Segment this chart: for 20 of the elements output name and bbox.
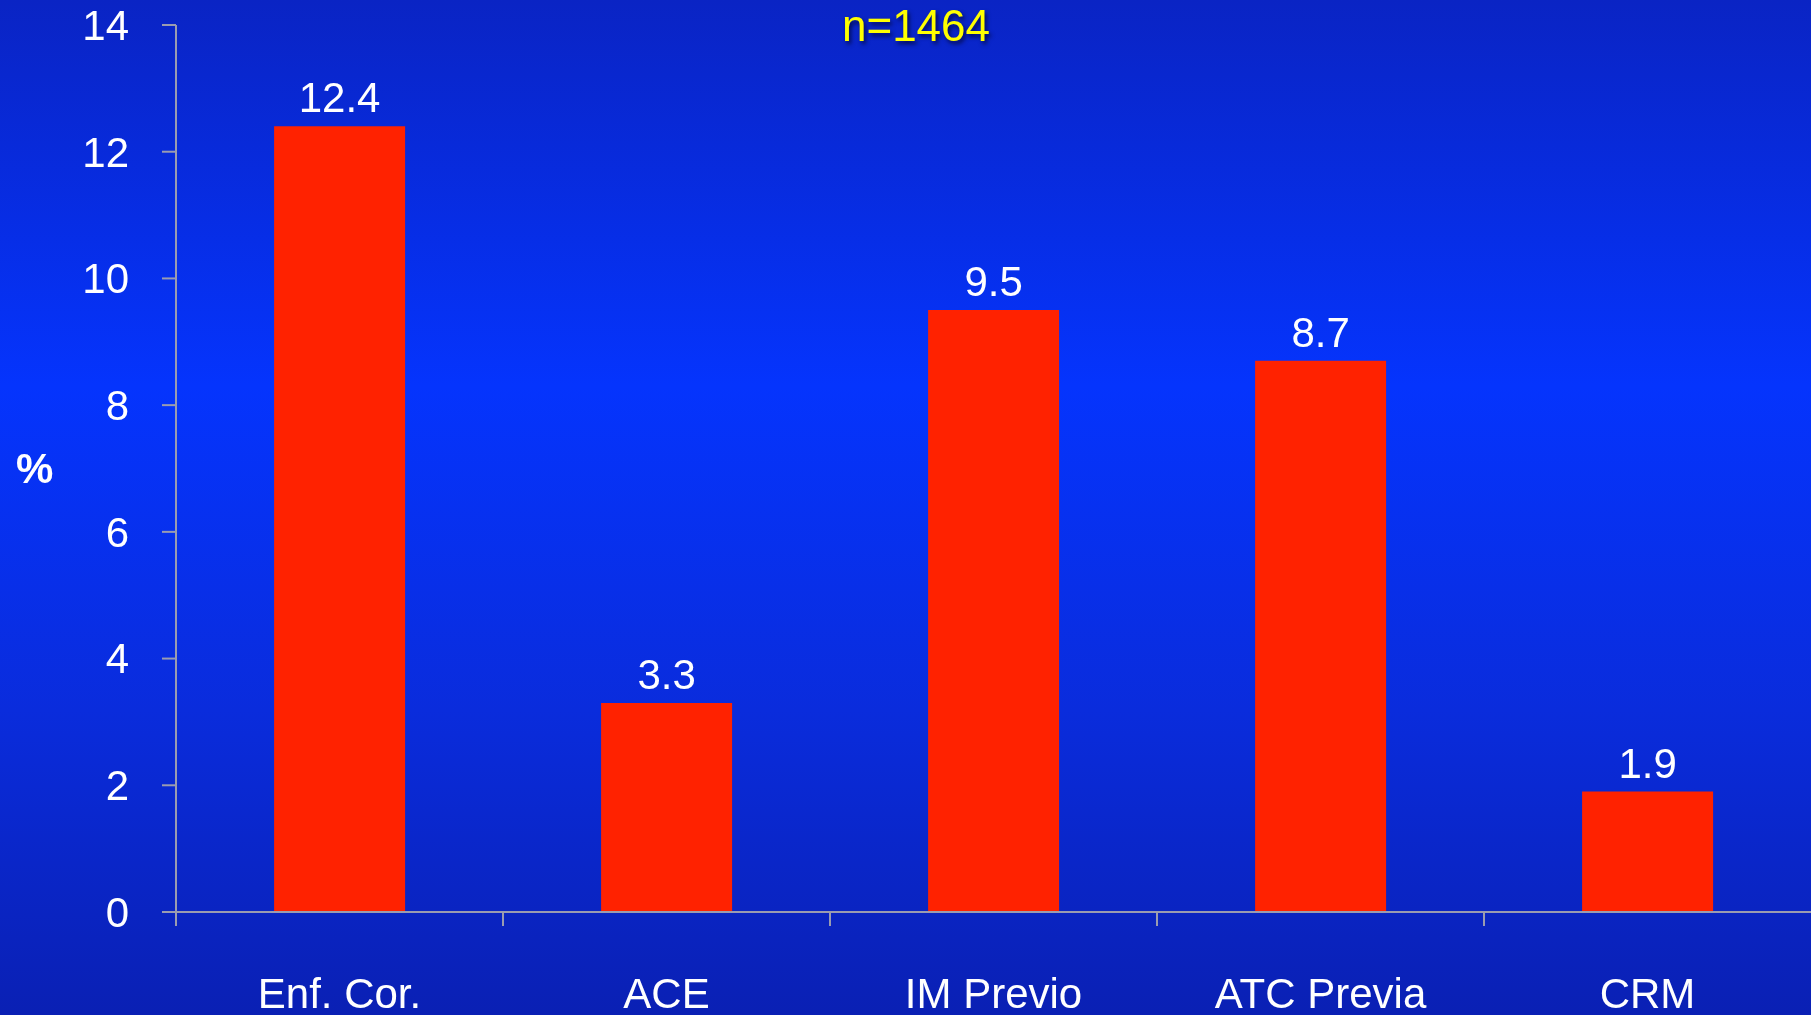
y-tick-label: 4 (105, 635, 129, 683)
y-tick-label: 14 (82, 1, 129, 49)
y-tick-label: 10 (82, 255, 129, 303)
data-label: 3.3 (637, 650, 696, 698)
data-label: 9.5 (964, 258, 1023, 306)
x-tick-label: CRM (1599, 969, 1696, 1015)
data-label: 12.4 (298, 74, 381, 122)
chart-title: n=1464 (841, 1, 991, 50)
x-tick-label: ACE (623, 969, 710, 1015)
y-tick-label: 0 (105, 888, 129, 936)
x-tick-label: Enf. Cor. (257, 969, 422, 1015)
data-label: 8.7 (1291, 308, 1350, 356)
data-label: 1.9 (1618, 739, 1677, 787)
y-tick-label: 2 (105, 762, 129, 810)
y-tick-label: 12 (82, 128, 129, 176)
y-tick-label: 6 (105, 508, 129, 556)
y-axis-title: % (16, 445, 54, 493)
y-tick-label: 8 (105, 382, 129, 430)
x-tick-label: ATC Previa (1214, 969, 1427, 1015)
x-tick-label: IM Previo (904, 969, 1083, 1015)
